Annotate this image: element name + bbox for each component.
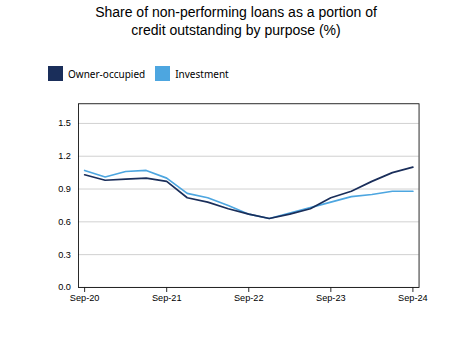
svg-text:Sep-21: Sep-21: [152, 293, 182, 303]
svg-text:0.3: 0.3: [58, 250, 71, 260]
svg-text:0.9: 0.9: [58, 184, 71, 194]
svg-text:0.0: 0.0: [58, 282, 71, 292]
html-text:Share of non-performing loans: Share of non-performing loans as a porti…: [95, 4, 377, 38]
svg-text:Sep-22: Sep-22: [234, 293, 264, 303]
html-text:Investment: Investment: [175, 66, 229, 81]
html-text:Owner-occupied: Owner-occupied: [68, 66, 146, 81]
svg-text:1.2: 1.2: [58, 151, 71, 161]
svg-text:Sep-23: Sep-23: [316, 293, 346, 303]
svg-text:Sep-20: Sep-20: [70, 293, 100, 303]
svg-text:Sep-24: Sep-24: [398, 293, 428, 303]
svg-text:1.5: 1.5: [58, 118, 71, 128]
svg-text:0.6: 0.6: [58, 217, 71, 227]
